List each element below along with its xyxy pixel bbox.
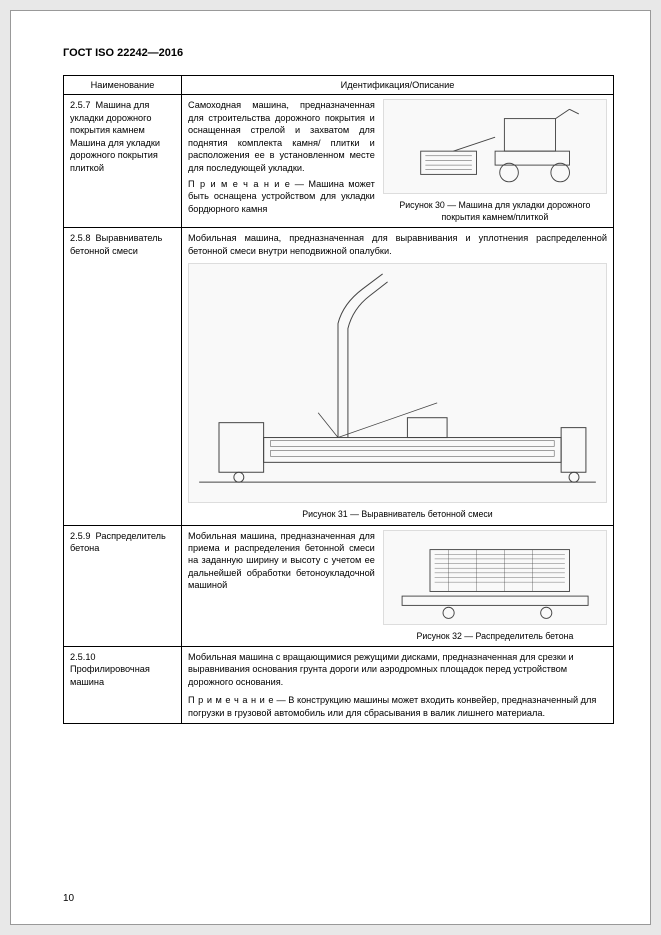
document-header: ГОСТ ISO 22242—2016 — [63, 47, 614, 59]
item-number: 2.5.10 — [70, 652, 96, 662]
item-desc: Самоходная машина, предназначенная для с… — [188, 99, 375, 174]
definitions-table: Наименование Идентификация/Описание 2.5.… — [63, 75, 614, 724]
figure-caption: Рисунок 32 — Распределитель бетона — [383, 631, 607, 642]
col-header-name: Наименование — [64, 76, 182, 95]
cell-desc: Мобильная машина, предназначенная для вы… — [182, 228, 614, 525]
page-inner: ГОСТ ISO 22242—2016 Наименование Идентиф… — [10, 10, 651, 925]
figure-30-drawing — [383, 99, 607, 194]
item-number: 2.5.7 — [70, 100, 90, 110]
note-label: П р и м е ч а н и е — [188, 179, 290, 189]
item-number: 2.5.9 — [70, 531, 90, 541]
item-name: Машина для укладки дорожного покрытия ка… — [70, 100, 160, 172]
cell-desc: Самоходная машина, предназначенная для с… — [182, 95, 614, 228]
cell-desc: Мобильная машина с вращающимися режущими… — [182, 646, 614, 723]
cell-name: 2.5.10 Профилировочная машина — [64, 646, 182, 723]
cell-name: 2.5.9 Распределитель бетона — [64, 525, 182, 646]
note-label: П р и м е ч а н и е — [188, 695, 274, 705]
cell-name: 2.5.8 Выравниватель бетонной смеси — [64, 228, 182, 525]
item-number: 2.5.8 — [70, 233, 90, 243]
cell-desc: Мобильная машина, предназначенная для пр… — [182, 525, 614, 646]
page: ГОСТ ISO 22242—2016 Наименование Идентиф… — [0, 0, 661, 935]
figure-caption: Рисунок 30 — Машина для укладки дорожног… — [383, 200, 607, 223]
table-row: 2.5.8 Выравниватель бетонной смеси Мобил… — [64, 228, 614, 525]
item-desc: Мобильная машина с вращающимися режущими… — [188, 651, 607, 688]
table-row: 2.5.9 Распределитель бетона Мобильная ма… — [64, 525, 614, 646]
machine-icon — [384, 100, 606, 193]
item-name: Профилировочная машина — [70, 664, 150, 686]
machine-icon — [189, 264, 606, 502]
figure-31-drawing — [188, 263, 607, 503]
cell-name: 2.5.7 Машина для укладки дорожного покры… — [64, 95, 182, 228]
figure-32-drawing — [383, 530, 607, 625]
item-desc: Мобильная машина, предназначенная для вы… — [188, 232, 607, 257]
page-number: 10 — [63, 893, 74, 904]
table-row: 2.5.10 Профилировочная машина Мобильная … — [64, 646, 614, 723]
machine-icon — [384, 531, 606, 624]
figure-caption: Рисунок 31 — Выравниватель бетонной смес… — [188, 509, 607, 520]
table-row: 2.5.7 Машина для укладки дорожного покры… — [64, 95, 614, 228]
item-desc: Мобильная машина, предназначенная для пр… — [188, 530, 375, 642]
col-header-desc: Идентификация/Описание — [182, 76, 614, 95]
